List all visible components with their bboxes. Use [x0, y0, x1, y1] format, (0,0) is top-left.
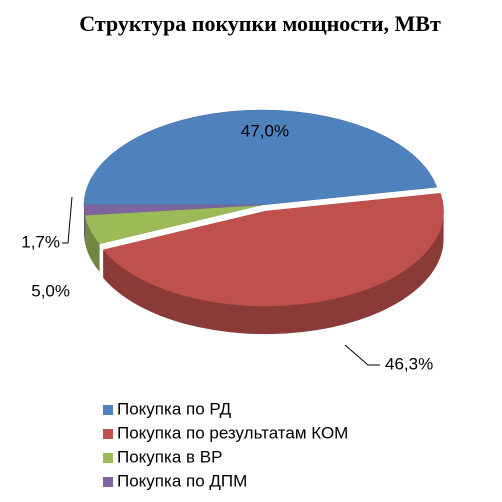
leader-line — [62, 196, 73, 244]
leader-line — [344, 344, 380, 366]
slice-side — [103, 211, 444, 335]
legend-swatch — [103, 453, 113, 463]
legend-swatch — [103, 405, 113, 415]
data-label: 1,7% — [21, 232, 60, 251]
data-label: 47,0% — [241, 121, 289, 140]
legend-swatch — [103, 477, 113, 487]
data-label: 46,3% — [385, 354, 433, 373]
legend-label: Покупка в ВР — [117, 447, 222, 466]
slice — [83, 109, 438, 206]
legend-label: Покупка по РД — [117, 399, 232, 418]
slice — [83, 204, 263, 216]
legend-swatch — [103, 429, 113, 439]
slice — [102, 193, 444, 307]
data-label: 5,0% — [31, 281, 70, 300]
chart-title: Структура покупки мощности, МВт — [79, 11, 441, 36]
slice-side — [85, 215, 100, 272]
legend-label: Покупка по результатам КОМ — [117, 423, 348, 442]
legend-label: Покупка по ДПМ — [117, 471, 247, 490]
